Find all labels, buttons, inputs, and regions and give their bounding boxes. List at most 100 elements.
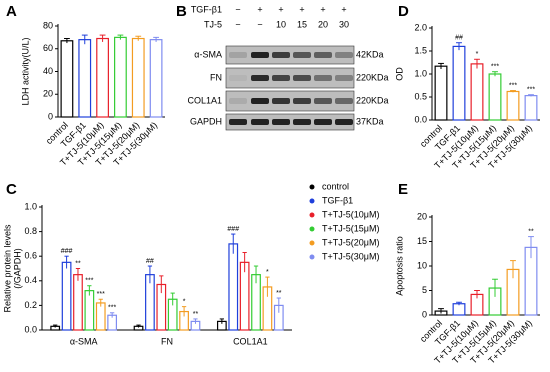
bar xyxy=(452,45,466,121)
error-bar xyxy=(193,318,198,324)
treatment-level: − xyxy=(257,19,262,29)
treatment-level: + xyxy=(299,4,304,14)
significance: * xyxy=(476,51,479,58)
panel-label: D xyxy=(398,3,409,20)
significance: ** xyxy=(276,290,282,297)
error-bar xyxy=(474,290,480,299)
bar xyxy=(114,36,127,118)
treatment-level: − xyxy=(235,4,240,14)
blot-band xyxy=(229,119,247,125)
y-tick-label: 20 xyxy=(417,211,427,221)
blot-band xyxy=(272,98,290,104)
blot-band xyxy=(293,75,311,81)
protein-label: COL1A1 xyxy=(187,95,222,105)
blot-band xyxy=(251,98,269,104)
error-bar xyxy=(253,265,259,284)
significance: ** xyxy=(75,260,81,267)
error-bar xyxy=(528,236,534,259)
bar xyxy=(131,37,145,118)
blot-band xyxy=(314,75,332,81)
error-bar xyxy=(170,292,175,306)
blot-band xyxy=(335,52,353,58)
size-label: 37KDa xyxy=(356,116,384,126)
x-tick-label: COL1A1 xyxy=(233,336,268,346)
blot-band xyxy=(251,52,269,58)
y-tick-label: 0.5 xyxy=(414,91,427,101)
bar xyxy=(470,63,484,121)
significance: ** xyxy=(528,228,534,235)
error-bar xyxy=(231,233,236,254)
bar xyxy=(73,274,83,331)
legend-label: control xyxy=(322,181,349,191)
size-label: 220KDa xyxy=(356,72,389,82)
legend-label: T+TJ-5(15μM) xyxy=(322,223,379,233)
bar xyxy=(434,65,448,121)
error-bar xyxy=(510,260,516,279)
significance: ** xyxy=(193,311,199,318)
significance: ## xyxy=(455,35,463,42)
y-axis-label: OD xyxy=(394,67,404,81)
y-tick-label: 20 xyxy=(43,89,53,99)
error-bar xyxy=(64,255,69,269)
error-bar xyxy=(117,34,124,40)
panel-label: E xyxy=(398,181,408,198)
error-bar xyxy=(135,35,142,41)
error-bar xyxy=(438,308,444,314)
legend-marker xyxy=(309,212,315,218)
treatment-level: + xyxy=(257,4,262,14)
blot-band xyxy=(314,52,332,58)
treatment-level: − xyxy=(235,19,240,29)
bar xyxy=(78,39,92,118)
legend-label: T+TJ-5(20μM) xyxy=(322,237,379,247)
treatment-label: TJ-5 xyxy=(204,19,222,29)
blot-band xyxy=(335,75,353,81)
error-bar xyxy=(492,71,498,77)
treatment-level: + xyxy=(341,4,346,14)
y-tick-label: 40 xyxy=(43,66,53,76)
error-bar xyxy=(110,312,115,318)
treatment-level: + xyxy=(278,4,283,14)
bar xyxy=(96,37,109,118)
y-tick-label: 60 xyxy=(43,43,53,53)
blot-band xyxy=(293,52,311,58)
protein-label: α-SMA xyxy=(194,49,222,59)
blot-band xyxy=(251,75,269,81)
error-bar xyxy=(265,276,270,297)
y-tick-label: 10 xyxy=(417,260,427,270)
legend-marker xyxy=(309,254,315,260)
panel-label: A xyxy=(6,3,17,20)
error-bar xyxy=(64,38,70,44)
error-bar xyxy=(75,268,81,281)
error-bar xyxy=(528,94,534,97)
y-tick-label: 1.0 xyxy=(414,68,427,78)
protein-label: GAPDH xyxy=(190,116,222,126)
error-bar xyxy=(181,306,187,317)
blot-band xyxy=(314,98,332,104)
bar xyxy=(488,73,502,121)
significance: * xyxy=(183,298,186,305)
y-tick-label: 15 xyxy=(417,236,427,246)
y-tick-label: 0.8 xyxy=(24,226,37,236)
bar xyxy=(61,261,72,331)
blot-band xyxy=(335,98,353,104)
significance: *** xyxy=(509,82,517,89)
y-tick-label: 80 xyxy=(43,20,53,30)
bar xyxy=(239,261,250,331)
blot-band xyxy=(293,119,311,125)
error-bar xyxy=(153,36,159,42)
error-bar xyxy=(81,34,88,45)
significance: *** xyxy=(527,87,535,94)
legend-label: TGF-β1 xyxy=(322,195,353,205)
treatment-level: 30 xyxy=(339,19,349,29)
bar xyxy=(452,303,466,316)
bar xyxy=(84,290,95,331)
y-tick-label: 0.6 xyxy=(24,251,37,261)
protein-label: FN xyxy=(210,72,222,82)
blot-band xyxy=(335,119,353,125)
treatment-level: 15 xyxy=(297,19,307,29)
error-bar xyxy=(219,318,224,324)
legend-marker xyxy=(309,226,315,232)
error-bar xyxy=(276,297,281,313)
bar xyxy=(506,90,520,121)
